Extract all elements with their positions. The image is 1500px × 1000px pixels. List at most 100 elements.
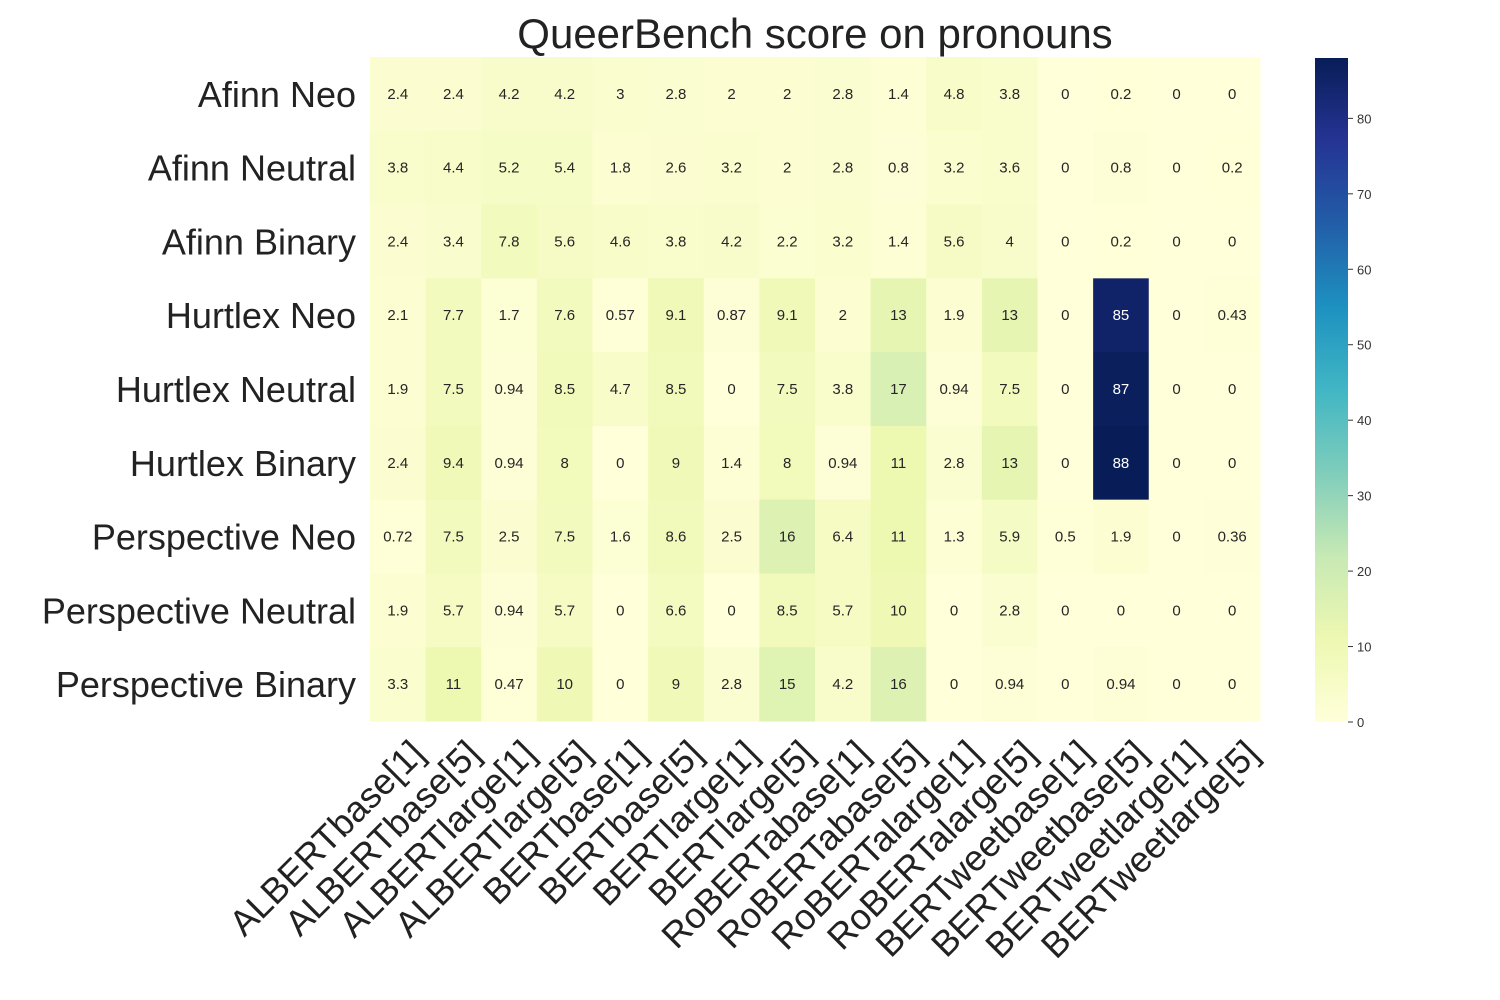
colorbar-tick-label: 0 — [1357, 715, 1364, 730]
cell-value-label: 0.94 — [494, 381, 523, 398]
heatmap-cell — [481, 425, 538, 501]
row-label: Perspective Neo — [92, 517, 356, 558]
cell-value-label: 7.5 — [999, 381, 1020, 398]
heatmap-cell — [481, 647, 538, 722]
cell-value-label: 11 — [891, 455, 907, 472]
heatmap-cell — [481, 204, 538, 279]
heatmap-cell — [1204, 204, 1261, 279]
column-labels: ALBERTbase[1]ALBERTbase[5]ALBERTlarge[1]… — [221, 732, 1266, 966]
heatmap-cell — [981, 57, 1038, 132]
heatmap-cell — [1037, 57, 1094, 132]
cell-value-label: 4.2 — [721, 233, 742, 250]
cell-value-label: 0 — [1172, 307, 1180, 324]
heatmap-cell — [648, 204, 705, 279]
heatmap-cell — [759, 204, 816, 279]
heatmap-cell — [1037, 352, 1094, 427]
cell-value-label: 0 — [1172, 233, 1180, 250]
cell-value-label: 1.6 — [610, 529, 631, 546]
heatmap-cell — [425, 278, 482, 353]
cell-value-label: 0 — [1228, 86, 1236, 103]
heatmap-cell — [759, 573, 816, 648]
heatmap-cell — [1204, 647, 1261, 722]
cell-value-label: 8.5 — [554, 381, 575, 398]
heatmap-cell — [1148, 204, 1205, 279]
cell-value-label: 9 — [672, 676, 680, 693]
cell-value-label: 0 — [1061, 602, 1069, 619]
heatmap-cell — [1148, 352, 1205, 427]
heatmap-cell — [370, 425, 427, 501]
heatmap-cell — [592, 647, 649, 722]
cell-value-label: 0.72 — [383, 529, 412, 546]
cell-value-label: 4.2 — [554, 86, 575, 103]
cell-value-label: 1.9 — [387, 381, 408, 398]
cell-value-label: 0.94 — [1106, 676, 1135, 693]
heatmap-cell — [370, 130, 427, 206]
heatmap-cell — [536, 204, 593, 279]
heatmap-cell — [981, 647, 1038, 722]
heatmap-cell — [703, 352, 760, 427]
cell-value-label: 3.2 — [721, 160, 742, 177]
cell-value-label: 0 — [1172, 676, 1180, 693]
cell-value-label: 1.4 — [888, 86, 909, 103]
cell-value-label: 15 — [779, 676, 796, 693]
cell-value-label: 0 — [1172, 602, 1180, 619]
cell-value-label: 0 — [1061, 676, 1069, 693]
cell-value-label: 0.2 — [1222, 160, 1243, 177]
cell-value-label: 3.8 — [999, 86, 1020, 103]
heatmap-cell — [648, 573, 705, 648]
heatmap-cell — [648, 130, 705, 206]
cell-value-label: 3.8 — [387, 160, 408, 177]
cell-value-label: 0.94 — [828, 455, 857, 472]
cell-value-label: 5.9 — [999, 529, 1020, 546]
heatmap-cell — [536, 573, 593, 648]
cell-value-label: 2.5 — [721, 529, 742, 546]
heatmap-cell — [815, 499, 872, 574]
heatmap-cell — [1093, 57, 1150, 132]
heatmap-cell — [703, 278, 760, 353]
cell-value-label: 5.4 — [554, 160, 575, 177]
chart-title: QueerBench score on pronouns — [517, 10, 1112, 57]
heatmap-cell — [1204, 352, 1261, 427]
cell-value-label: 0 — [1117, 602, 1125, 619]
cell-value-label: 0 — [616, 676, 624, 693]
cell-value-label: 2.2 — [777, 233, 798, 250]
heatmap-cell — [1148, 425, 1205, 501]
heatmap-cell — [703, 57, 760, 132]
cell-value-label: 13 — [1001, 307, 1018, 324]
cell-value-label: 0.43 — [1218, 307, 1247, 324]
cell-value-label: 0 — [1228, 602, 1236, 619]
cell-value-label: 3.2 — [832, 233, 853, 250]
heatmap-cell — [425, 57, 482, 132]
row-label: Afinn Binary — [162, 221, 356, 262]
cell-value-label: 0.94 — [494, 602, 523, 619]
heatmap-cell — [703, 499, 760, 574]
cell-value-label: 5.7 — [554, 602, 575, 619]
heatmap-cell — [870, 278, 927, 353]
heatmap-cell — [1148, 573, 1205, 648]
cell-value-label: 1.9 — [387, 602, 408, 619]
heatmap-cell — [926, 57, 983, 132]
cell-value-label: 1.8 — [610, 160, 631, 177]
heatmap-cell — [536, 278, 593, 353]
cell-value-label: 0 — [616, 602, 624, 619]
cell-value-label: 0.47 — [494, 676, 523, 693]
heatmap-cell — [1093, 499, 1150, 574]
heatmap-cell — [1037, 573, 1094, 648]
heatmap-cell — [870, 352, 927, 427]
cell-value-label: 0.94 — [494, 455, 523, 472]
heatmap-cell — [1093, 647, 1150, 722]
cell-value-label: 4.7 — [610, 381, 631, 398]
colorbar-tick-label: 10 — [1357, 640, 1371, 655]
heatmap-cell — [648, 278, 705, 353]
heatmap-cell — [592, 57, 649, 132]
cell-value-label: 4.2 — [499, 86, 520, 103]
cell-value-label: 0 — [1228, 381, 1236, 398]
cell-value-label: 0 — [1061, 160, 1069, 177]
cell-value-label: 2.5 — [499, 529, 520, 546]
heatmap-cell — [1204, 130, 1261, 206]
heatmap-cell — [926, 425, 983, 501]
heatmap-cell — [1204, 499, 1261, 574]
heatmap-cell — [648, 425, 705, 501]
cell-value-label: 0 — [616, 455, 624, 472]
